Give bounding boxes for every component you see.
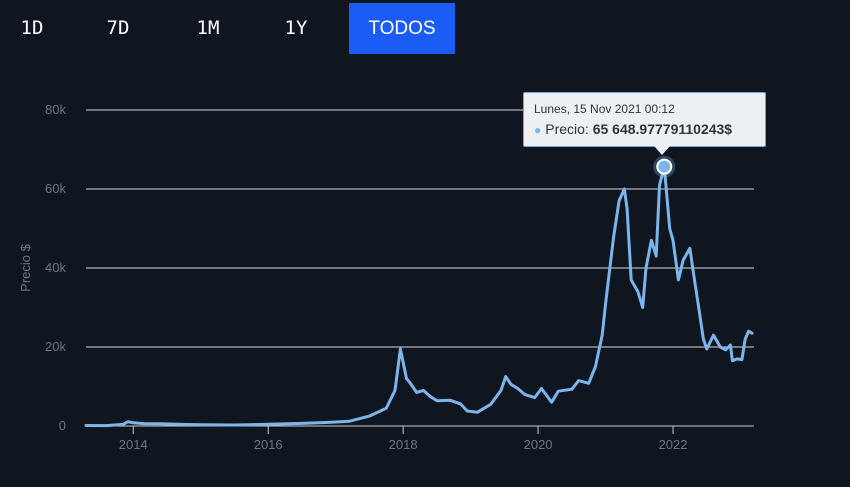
grid-lines (86, 109, 754, 427)
range-tab-todos[interactable]: TODOS (349, 3, 455, 54)
x-tick-label: 2014 (119, 437, 148, 452)
y-tick-label: 0 (59, 418, 66, 433)
highlight-point (656, 158, 673, 175)
y-tick-label: 60k (45, 181, 66, 196)
range-tab-7d[interactable]: 7D (106, 17, 130, 39)
price-line[interactable] (84, 165, 754, 428)
x-tick-label: 2016 (254, 437, 283, 452)
range-tab-1m[interactable]: 1M (196, 17, 220, 39)
tooltip-value: 65 648.97779110243$ (592, 121, 733, 137)
tooltip-pointer (654, 146, 670, 155)
highlight-marker (653, 155, 676, 178)
y-tick-label: 40k (45, 260, 66, 275)
y-axis-ticks: 0 20k 40k 60k 80k (45, 102, 66, 433)
x-tick-label: 2022 (659, 437, 688, 452)
price-series[interactable] (84, 165, 754, 428)
time-range-tabs: 1D 7D 1M 1Y TODOS (0, 3, 470, 54)
tooltip-row: ● Precio: 65 648.97779110243$ (534, 121, 765, 137)
x-tick-label: 2020 (524, 437, 553, 452)
y-tick-label: 20k (45, 339, 66, 354)
range-tab-1d[interactable]: 1D (20, 17, 44, 39)
series-dot-icon: ● (534, 123, 542, 137)
range-tab-1y[interactable]: 1Y (284, 17, 308, 39)
y-axis-label: Precio $ (18, 243, 33, 291)
tooltip-series-label: Precio: (545, 121, 589, 137)
tooltip-date: Lunes, 15 Nov 2021 00:12 (534, 102, 675, 116)
price-tooltip: Lunes, 15 Nov 2021 00:12 ● Precio: 65 648… (523, 92, 766, 155)
y-tick-label: 80k (45, 102, 66, 117)
x-axis-ticks: 2014 2016 2018 2020 2022 (119, 426, 688, 452)
x-tick-label: 2018 (389, 437, 418, 452)
